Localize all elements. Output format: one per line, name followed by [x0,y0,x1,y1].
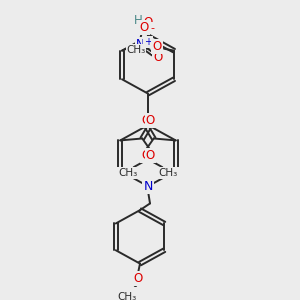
Text: O: O [141,149,150,162]
Text: CH₃: CH₃ [159,168,178,178]
Text: O: O [153,51,163,64]
Text: O: O [152,40,162,53]
Text: O: O [140,21,148,34]
Text: N: N [143,180,153,193]
Text: CH₃: CH₃ [126,45,146,55]
Text: O: O [134,272,142,285]
Text: O: O [146,114,155,127]
Text: +: + [144,37,152,47]
Text: O: O [141,114,150,127]
Text: H: H [134,14,142,27]
Text: CH₃: CH₃ [118,168,137,178]
Text: CH₃: CH₃ [117,292,136,300]
Text: O: O [146,149,155,162]
Text: N: N [136,38,144,51]
Text: O: O [143,16,153,29]
Text: -: - [150,23,154,33]
